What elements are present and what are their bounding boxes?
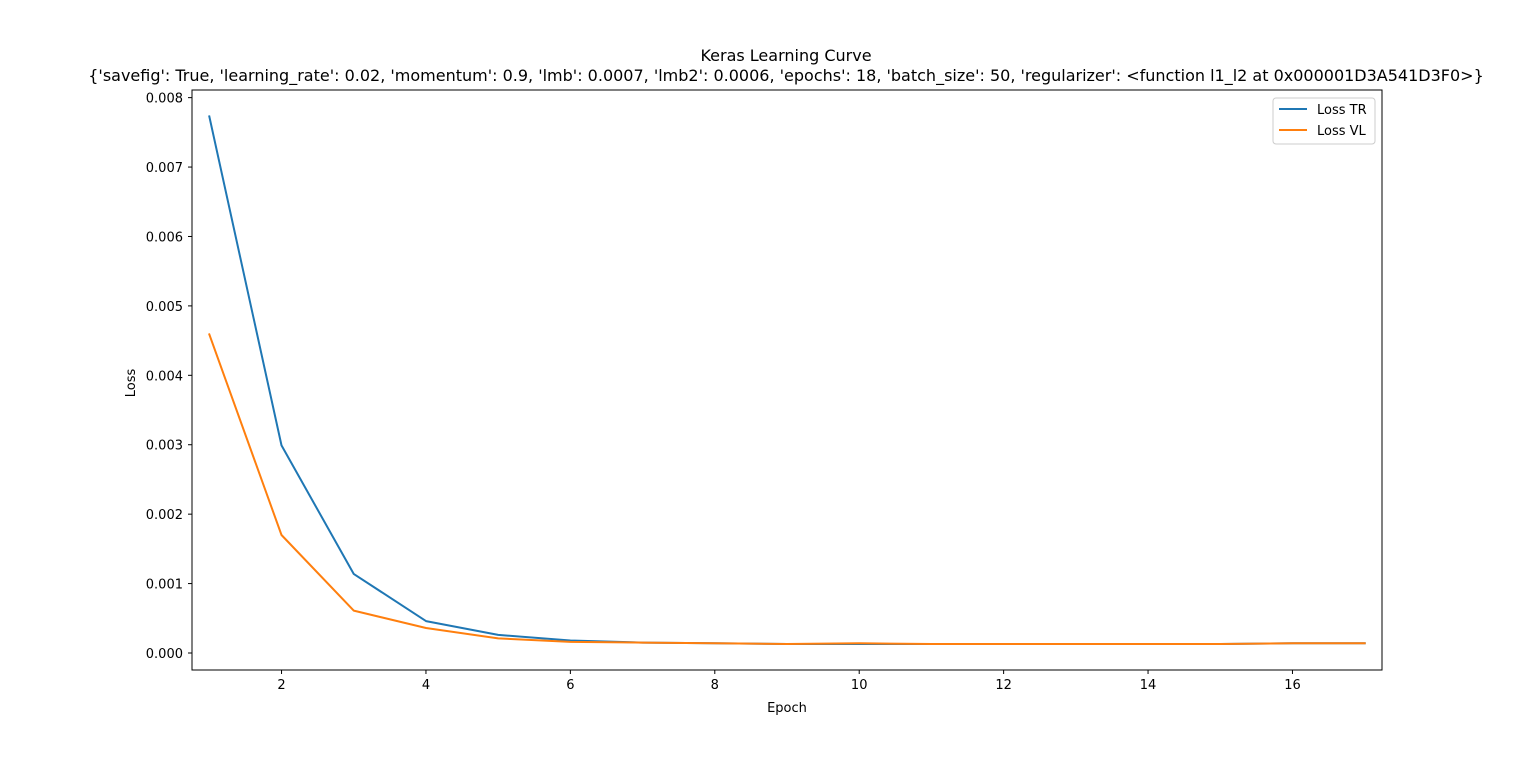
y-axis-ticks: 0.000 0.001 0.002 0.003 0.004 0.005 0.006 0.007… xyxy=(146,92,192,662)
legend-label-loss-vl: Loss VL xyxy=(1317,124,1367,139)
y-tick-label: 0.000 xyxy=(146,647,183,662)
legend-label-loss-tr: Loss TR xyxy=(1317,103,1367,118)
x-tick-label: 16 xyxy=(1284,678,1301,693)
y-tick-label: 0.003 xyxy=(146,439,183,454)
y-tick-label: 0.004 xyxy=(146,369,183,384)
x-tick-label: 10 xyxy=(851,678,868,693)
y-tick-label: 0.006 xyxy=(146,230,183,245)
x-axis-label: Epoch xyxy=(767,701,807,716)
x-tick-label: 6 xyxy=(566,678,574,693)
chart-subtitle: {'savefig': True, 'learning_rate': 0.02,… xyxy=(88,66,1484,86)
chart-title: Keras Learning Curve xyxy=(700,46,871,65)
y-tick-label: 0.005 xyxy=(146,300,183,315)
x-tick-label: 4 xyxy=(422,678,430,693)
y-tick-label: 0.001 xyxy=(146,578,183,593)
series-lines xyxy=(208,115,1366,645)
y-axis-label: Loss xyxy=(124,369,139,398)
x-tick-label: 8 xyxy=(711,678,719,693)
y-tick-label: 0.008 xyxy=(146,92,183,107)
plot-area xyxy=(191,89,1383,671)
y-tick-label: 0.002 xyxy=(146,508,183,523)
series-line-loss-vl xyxy=(208,333,1366,645)
x-axis-ticks: 2 4 6 8 10 12 14 16 xyxy=(277,670,1301,693)
x-tick-label: 2 xyxy=(277,678,285,693)
x-tick-label: 12 xyxy=(995,678,1012,693)
x-tick-label: 14 xyxy=(1140,678,1157,693)
y-tick-label: 0.007 xyxy=(146,161,183,176)
legend: Loss TR Loss VL xyxy=(1272,97,1376,145)
